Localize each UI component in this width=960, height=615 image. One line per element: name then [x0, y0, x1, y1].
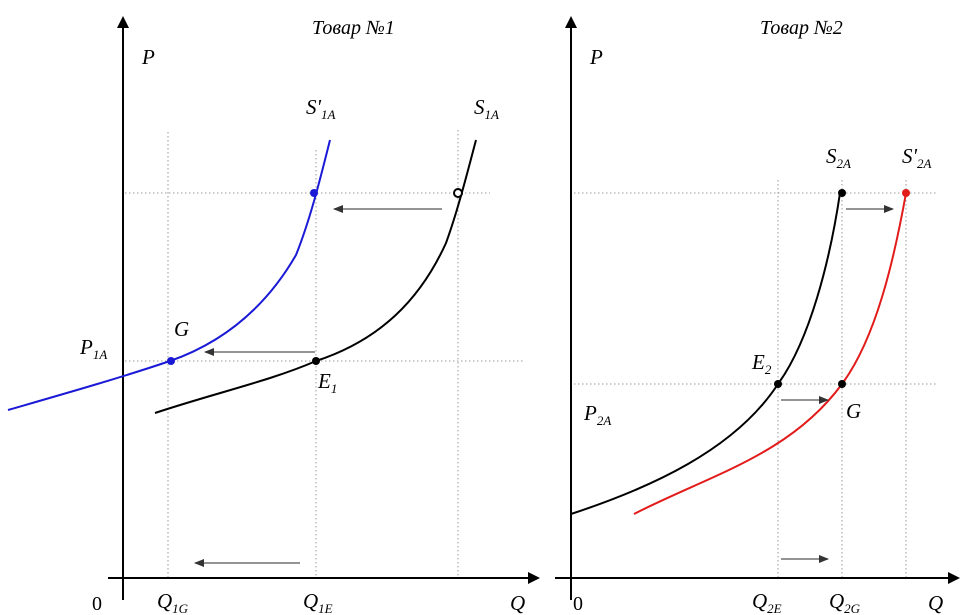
point-top-original [453, 188, 463, 198]
point-e2 [774, 380, 782, 388]
label-g1: G [174, 317, 189, 341]
label-p1a: P1A [79, 335, 107, 362]
point-top-prime [310, 189, 318, 197]
curve-s2a [570, 192, 841, 515]
panel1-y-label: P [141, 45, 155, 69]
label-q2e: Q2E [752, 589, 782, 615]
curve-s1a [154, 139, 477, 414]
panel2-x-label: Q [928, 591, 943, 615]
panel2-y-label: P [589, 45, 603, 69]
label-s2a-prime: S'2A [902, 144, 932, 171]
point-g1 [167, 357, 175, 365]
panel1-origin: 0 [92, 593, 102, 615]
label-e2: E2 [751, 350, 772, 377]
label-s2a: S2A [826, 144, 851, 171]
panel-2: Товар №2 P Q 0 S2A S'2A E2 G P2A Q2E Q2G [555, 16, 960, 615]
label-q1g: Q1G [157, 589, 189, 615]
label-p2a: P2A [583, 401, 611, 428]
panel1-x-label: Q [510, 591, 525, 615]
label-s1a: S1A [474, 95, 499, 122]
point-top2-original [838, 189, 846, 197]
label-s1a-prime: S'1A [306, 95, 336, 122]
label-q1e: Q1E [303, 589, 333, 615]
panel1-guides [125, 130, 525, 578]
panel1-title: Товар №1 [312, 17, 395, 39]
point-g2 [838, 380, 846, 388]
label-g2: G [846, 399, 861, 423]
curve-s1a-prime [7, 139, 331, 411]
panel-1: Товар №1 P Q 0 S'1A S1A G P1A E1 Q1G Q1E [7, 16, 540, 615]
curve-s2a-prime [633, 192, 907, 515]
panel2-title: Товар №2 [760, 17, 843, 39]
label-q2g: Q2G [829, 589, 861, 615]
point-top2-prime [902, 189, 910, 197]
point-e1 [312, 357, 320, 365]
label-e1: E1 [317, 369, 337, 396]
panel2-guides [570, 180, 938, 578]
panel2-origin: 0 [573, 593, 583, 615]
